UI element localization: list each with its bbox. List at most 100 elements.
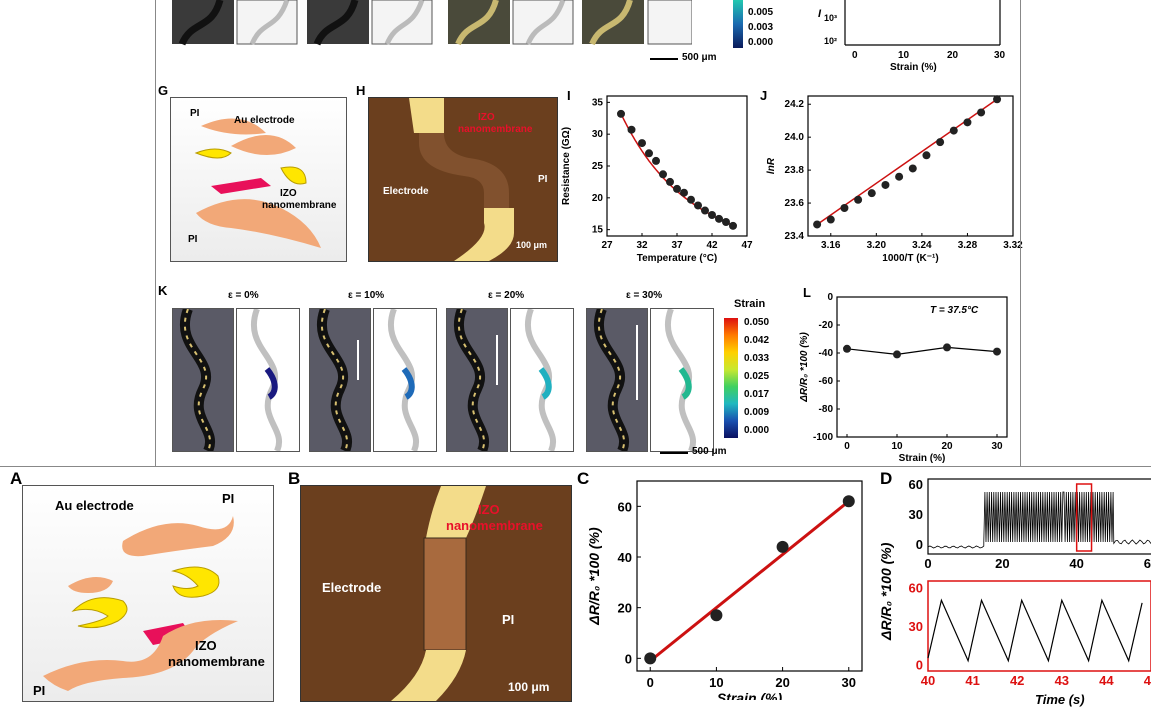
I-ytick-4: 35: [592, 97, 604, 108]
C-ytick-1: 20: [618, 601, 632, 616]
K-cb-tick-1: 0.042: [744, 335, 770, 346]
J-xtick-4: 3.32: [1003, 240, 1023, 251]
top-ytick-2: 10²: [824, 36, 838, 46]
J-point-0: [813, 220, 822, 229]
L-point-1: [893, 350, 901, 359]
upper-frame-left: [155, 0, 156, 466]
L-point-0: [843, 344, 851, 353]
D-bottom-xtick-1: 41: [965, 673, 979, 688]
J-point-6: [895, 172, 904, 181]
J-point-12: [977, 108, 986, 117]
L-xtick-2: 20: [941, 441, 953, 452]
J-ytick-2: 23.8: [785, 165, 805, 176]
I-frame: [606, 95, 748, 237]
G-pi-top: PI: [190, 108, 200, 119]
G-izo: IZO: [280, 188, 297, 199]
I-ytick-3: 30: [592, 129, 604, 140]
D-ylabel: ΔR/R₀ *100 (%): [878, 542, 894, 640]
top-scalebar-line: [650, 58, 678, 60]
C-xtick-0: 0: [647, 675, 654, 690]
D-top-series: [927, 491, 1151, 549]
K-img-0-optical: [172, 308, 234, 452]
K-img-30-map: [650, 308, 714, 452]
H-izo2: nanomembrane: [458, 124, 533, 135]
J-xtick-1: 3.20: [867, 240, 887, 251]
H-izo: IZO: [478, 112, 495, 123]
I-point-14: [722, 218, 730, 226]
D-bottom-series: [927, 598, 1143, 663]
L-point-2: [943, 343, 951, 352]
top-cb-tick-1: 0.005: [748, 7, 774, 18]
top-xtick-30: 30: [994, 50, 1006, 61]
C-xlabel: Strain (%): [717, 690, 783, 700]
J-xtick-2: 3.24: [912, 240, 932, 251]
I-point-11: [701, 206, 709, 215]
K-arrow-30: [636, 325, 638, 400]
D-zoom-box: [1075, 483, 1093, 552]
panel-A-schematic: [22, 485, 274, 702]
D-top-frame: [927, 478, 1151, 555]
I-point-8: [680, 188, 688, 197]
B-izo2: nanomembrane: [446, 518, 543, 533]
J-xtick-0: 3.16: [821, 240, 841, 251]
K-cb-tick-6: 0.000: [744, 425, 770, 436]
H-electrode: Electrode: [383, 186, 429, 197]
B-electrode: Electrode: [322, 580, 382, 595]
J-point-2: [840, 204, 849, 212]
L-frame: [836, 296, 1008, 438]
H-pi: PI: [538, 174, 548, 185]
K-strain-10: ε = 10%: [348, 290, 385, 301]
G-au: Au electrode: [234, 115, 295, 126]
C-ytick-3: 60: [618, 499, 632, 514]
chart-D: 02040600306040414243444503060: [909, 477, 1151, 688]
L-ytick-1: -20: [819, 320, 834, 331]
J-point-5: [881, 180, 890, 189]
K-strain-30: ε = 30%: [626, 290, 663, 301]
C-point-3: [842, 495, 855, 508]
K-arrow-10: [357, 340, 359, 380]
panel-G-schematic: [170, 97, 347, 262]
D-bottom-ytick-0: 0: [916, 658, 923, 673]
I-point-2: [638, 139, 646, 148]
I-point-5: [659, 170, 667, 179]
K-scalebar: 500 μm: [692, 446, 727, 457]
K-img-20-map: [510, 308, 574, 452]
J-point-11: [963, 118, 972, 127]
K-colorbar: [724, 318, 738, 438]
L-xlabel: Strain (%): [899, 453, 946, 464]
J-ytick-4: 24.2: [785, 99, 805, 110]
D-bottom-xtick-3: 43: [1055, 673, 1069, 688]
K-arrow-20: [496, 335, 498, 385]
I-point-9: [687, 195, 695, 204]
D-top-ytick-1: 30: [909, 507, 923, 522]
C-ytick-2: 40: [618, 550, 632, 565]
I-xlabel: Temperature (°C): [637, 253, 718, 264]
K-cb-tick-0: 0.050: [744, 317, 770, 328]
L-ytick-2: -40: [819, 348, 834, 359]
top-xtick-0: 0: [852, 50, 858, 61]
I-ytick-2: 25: [592, 161, 604, 172]
J-ytick-1: 23.6: [785, 198, 805, 209]
A-izo: IZO: [195, 638, 217, 653]
A-pi-bottom: PI: [33, 683, 46, 698]
C-xtick-2: 20: [775, 675, 789, 690]
D-bottom-frame: [927, 580, 1151, 672]
I-point-10: [694, 201, 702, 210]
D-top-xtick-2: 40: [1069, 556, 1083, 571]
J-ytick-0: 23.4: [785, 231, 805, 242]
I-xtick-0: 27: [601, 240, 613, 251]
J-ytick-3: 24.0: [785, 132, 805, 143]
L-ytick-5: -100: [813, 432, 833, 443]
panel-J-label: J: [760, 88, 768, 103]
J-point-10: [949, 126, 958, 135]
panel-L-label: L: [803, 285, 811, 300]
J-xlabel: 1000/T (K⁻¹): [882, 253, 938, 264]
B-scale: 100 μm: [508, 680, 550, 694]
K-img-10-map: [373, 308, 437, 452]
C-point-2: [776, 540, 789, 553]
panel-G-label: G: [158, 83, 169, 98]
L-xtick-3: 30: [991, 441, 1003, 452]
B-izo: IZO: [478, 502, 500, 517]
J-ylabel: lnR: [766, 157, 777, 174]
panel-B-label: B: [288, 469, 301, 488]
